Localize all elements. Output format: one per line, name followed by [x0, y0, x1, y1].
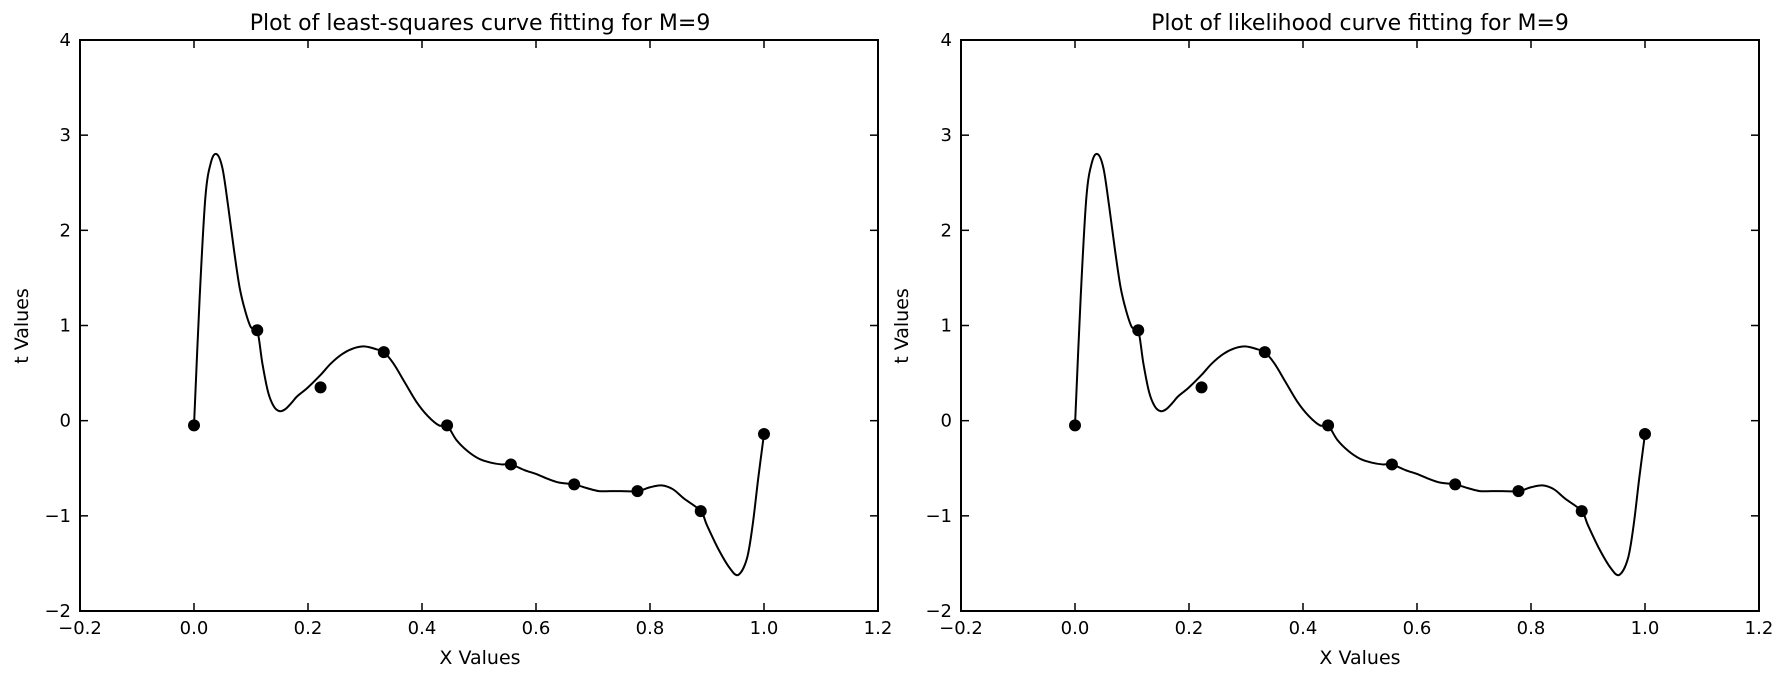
plot-frame — [79, 39, 879, 612]
data-point — [188, 419, 200, 432]
x-tick-label: 0.2 — [1175, 618, 1204, 639]
y-tick-label: 3 — [941, 125, 952, 146]
x-tick-label: 0.6 — [1403, 618, 1432, 639]
y-axis-label: t Values — [11, 288, 33, 364]
chart-least-squares: Plot of least-squares curve fitting for … — [11, 11, 892, 669]
x-tick-label: −0.2 — [939, 618, 983, 639]
x-tick-labels: −0.2 0.0 0.2 0.4 0.6 0.8 1.0 1.2 — [939, 618, 1773, 639]
y-tick-label: 1 — [941, 316, 952, 337]
data-point — [1575, 505, 1588, 518]
chart-title: Plot of likelihood curve fitting for M=9 — [1151, 11, 1569, 36]
data-point — [758, 427, 770, 440]
x-tick-label: 0.0 — [1061, 618, 1090, 639]
data-point — [1385, 458, 1398, 471]
fitted-curve — [193, 152, 765, 577]
data-point — [377, 346, 390, 359]
y-tick-label: −1 — [925, 506, 952, 527]
x-tick-label: 1.0 — [1631, 618, 1660, 639]
x-tick-label: 1.0 — [750, 618, 779, 639]
x-tick-label: 0.4 — [408, 618, 437, 639]
x-tick-labels: −0.2 0.0 0.2 0.4 0.6 0.8 1.0 1.2 — [58, 618, 892, 639]
x-axis-label: X Values — [1319, 647, 1400, 669]
y-tick-labels: −2 −1 0 1 2 3 4 — [44, 30, 71, 622]
x-tick-label: 1.2 — [864, 618, 893, 639]
fitted-curve — [1074, 152, 1646, 577]
data-point — [1258, 346, 1271, 359]
data-points — [1069, 324, 1651, 518]
x-tick-label: −0.2 — [58, 618, 102, 639]
y-tick-label: −2 — [925, 601, 952, 622]
x-tick-label: 1.2 — [1745, 618, 1774, 639]
y-tick-label: 3 — [60, 125, 71, 146]
chart-likelihood: Plot of likelihood curve fitting for M=9… — [891, 11, 1773, 669]
data-point — [1449, 478, 1462, 491]
data-point — [314, 381, 327, 394]
y-tick-label: −2 — [44, 601, 71, 622]
data-point — [694, 505, 707, 518]
y-tick-label: 1 — [60, 316, 71, 337]
data-points — [188, 324, 770, 518]
data-point — [1512, 485, 1525, 498]
data-point — [1195, 381, 1208, 394]
x-tick-label: 0.0 — [180, 618, 209, 639]
data-point — [1322, 419, 1335, 432]
x-axis-label: X Values — [439, 647, 520, 669]
data-point — [441, 419, 454, 432]
data-point — [631, 485, 644, 498]
x-tick-label: 0.4 — [1289, 618, 1318, 639]
plot-frame — [960, 39, 1760, 612]
y-tick-label: 2 — [941, 220, 952, 241]
data-point — [1132, 324, 1145, 337]
data-point — [1069, 419, 1081, 432]
chart-title: Plot of least-squares curve fitting for … — [250, 11, 711, 36]
x-tick-label: 0.8 — [1517, 618, 1546, 639]
data-point — [251, 324, 264, 337]
data-point — [568, 478, 581, 491]
y-tick-labels: −2 −1 0 1 2 3 4 — [925, 30, 952, 622]
y-tick-label: 0 — [941, 411, 952, 432]
x-tick-label: 0.6 — [522, 618, 551, 639]
y-tick-label: 2 — [60, 220, 71, 241]
tick-marks — [960, 39, 1760, 612]
y-tick-label: −1 — [44, 506, 71, 527]
y-tick-label: 4 — [941, 30, 952, 51]
y-axis-label: t Values — [891, 288, 913, 364]
y-tick-label: 0 — [60, 411, 71, 432]
x-tick-label: 0.2 — [294, 618, 323, 639]
x-tick-label: 0.8 — [636, 618, 665, 639]
y-tick-label: 4 — [60, 30, 71, 51]
data-point — [1639, 427, 1651, 440]
tick-marks — [79, 39, 879, 612]
data-point — [504, 458, 517, 471]
